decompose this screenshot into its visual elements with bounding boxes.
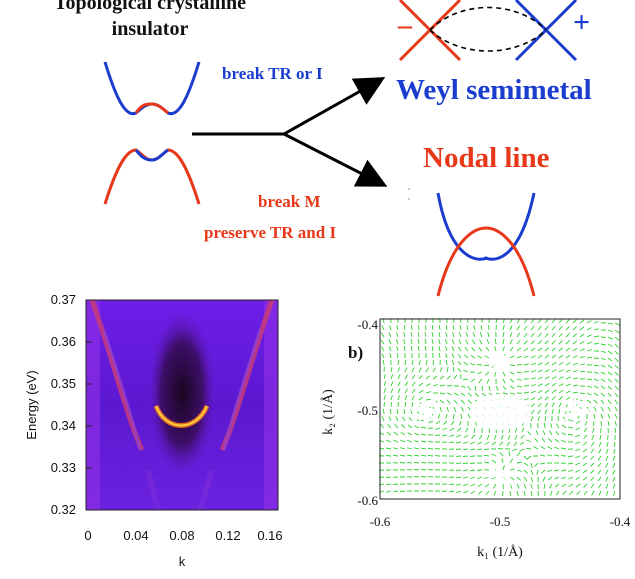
minus-chirality-label: – [398,10,412,41]
tci-title-line1: Topological crystalline [53,0,247,14]
ytick-a-1: 0.36 [51,334,76,349]
ytick-b-2: -0.6 [357,493,378,508]
xtick-a-4: 0.16 [257,528,282,543]
weyl-cones-diagram [398,0,578,62]
vector-field-strokes [378,317,620,497]
break-m-label: break M [258,192,321,211]
singular-point-1 [486,462,514,490]
nodal-line-label: Nodal line [423,142,550,174]
ytick-a-5: 0.32 [51,502,76,517]
tci-red-band [103,148,201,205]
xtick-b-0: -0.6 [370,514,391,529]
xtick-a-1: 0.04 [123,528,148,543]
transition-arrows [192,77,388,187]
ytick-b-1: -0.5 [357,403,378,418]
xtick-a-2: 0.08 [169,528,194,543]
y-axis-label-b: k₂ (1/Å) [320,389,336,435]
panel-label-b: b) [348,343,363,362]
energy-k-plot: 0.37 0.36 0.35 0.34 0.33 0.32 0 0.04 0.0… [24,292,283,569]
y-axis-label-a: Energy (eV) [24,370,39,439]
tci-blue-gap-band [134,149,153,162]
xtick-a-0: 0 [84,528,91,543]
y-ticks-a [86,299,92,469]
vector-arrows [378,317,620,497]
plus-chirality-label: + [573,6,591,39]
ytick-a-2: 0.35 [51,376,76,391]
ytick-a-3: 0.34 [51,418,76,433]
xtick-b-2: -0.4 [610,514,631,529]
tci-blue-band [103,61,201,116]
central-void [470,394,530,430]
tci-title-line2: insulator [111,18,189,40]
xtick-b-1: -0.5 [490,514,511,529]
tci-band-diagram [103,61,201,205]
singular-point-2 [411,396,439,424]
singular-point-0 [486,348,514,376]
ytick-b-0: -0.4 [357,317,378,332]
ytick-a-0: 0.37 [51,292,76,307]
weyl-semimetal-label: Weyl semimetal [396,74,592,106]
break-tr-label: break TR or I [222,64,323,83]
x-axis-label-a: k [179,554,186,569]
vector-field-plot: -0.4 -0.5 -0.6 -0.6 -0.5 -0.4 k₁ (1/Å) k… [320,317,631,560]
tci-red-gap-band [134,102,153,114]
x-axis-label-b: k₁ (1/Å) [477,544,523,560]
singular-point-3 [561,396,589,424]
ytick-a-4: 0.33 [51,460,76,475]
nodal-line-diagram [408,188,536,297]
preserve-tr-i-label: preserve TR and I [204,223,337,242]
xtick-a-3: 0.12 [215,528,240,543]
